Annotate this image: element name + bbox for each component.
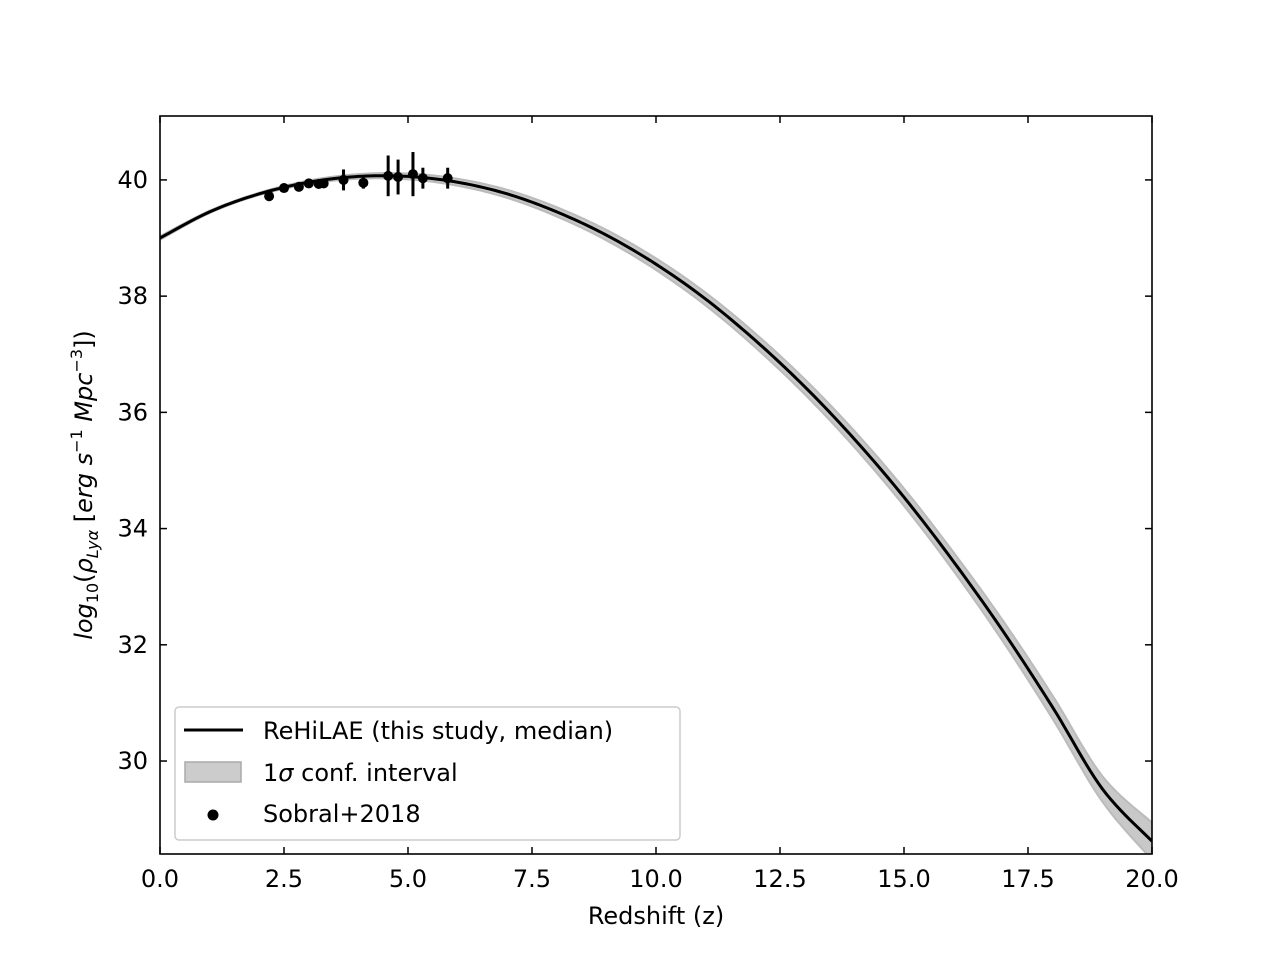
ticks-layer: 0.0 2.5 5.0 7.5 10.0 12.5 15.0 17.5 20.0 30 32 34 36… bbox=[117, 116, 1179, 893]
x-tick-label-2: 5.0 bbox=[389, 865, 427, 893]
legend-label-band: 1σ conf. interval bbox=[263, 759, 458, 787]
x-tick-label-1: 2.5 bbox=[265, 865, 303, 893]
legend-box bbox=[174, 706, 681, 841]
data-point-8 bbox=[383, 170, 394, 181]
legend-point-swatch bbox=[207, 809, 219, 821]
legend-label-points: Sobral+2018 bbox=[263, 800, 421, 828]
data-point-12 bbox=[442, 173, 453, 184]
legend-label-median: ReHiLAE (this study, median) bbox=[263, 717, 613, 745]
data-point-5 bbox=[318, 178, 329, 189]
legend-band-swatch bbox=[184, 761, 242, 783]
data-point-9 bbox=[393, 172, 404, 183]
y-tick-label-3: 36 bbox=[117, 398, 148, 426]
data-points-layer bbox=[264, 152, 453, 202]
y-tick-label-1: 32 bbox=[117, 631, 148, 659]
confidence-band-layer bbox=[160, 172, 1152, 854]
y-tick-label-5: 40 bbox=[117, 166, 148, 194]
data-point-1 bbox=[279, 183, 289, 194]
x-tick-label-0: 0.0 bbox=[141, 865, 179, 893]
data-point-6 bbox=[338, 174, 349, 185]
y-tick-label-4: 38 bbox=[117, 282, 148, 310]
legend: ReHiLAE (this study, median) 1σ conf. in… bbox=[174, 706, 681, 841]
y-tick-label-2: 34 bbox=[117, 515, 148, 543]
x-tick-label-6: 15.0 bbox=[877, 865, 930, 893]
data-point-10 bbox=[407, 169, 418, 180]
x-tick-label-3: 7.5 bbox=[513, 865, 551, 893]
x-tick-label-8: 20.0 bbox=[1125, 865, 1178, 893]
data-point-3 bbox=[303, 178, 314, 189]
data-point-7 bbox=[358, 177, 369, 188]
y-axis-label: log10(ρLyα [erg s−1 Mpc−3]) bbox=[67, 330, 102, 640]
x-tick-label-5: 12.5 bbox=[753, 865, 806, 893]
data-point-0 bbox=[264, 191, 275, 202]
y-tick-label-0: 30 bbox=[117, 747, 148, 775]
data-point-2 bbox=[293, 181, 304, 192]
confidence-band bbox=[160, 172, 1152, 854]
x-tick-label-7: 17.5 bbox=[1001, 865, 1054, 893]
data-point-11 bbox=[417, 173, 428, 184]
x-axis-label: Redshift (z) bbox=[588, 902, 724, 930]
x-tick-label-4: 10.0 bbox=[629, 865, 682, 893]
